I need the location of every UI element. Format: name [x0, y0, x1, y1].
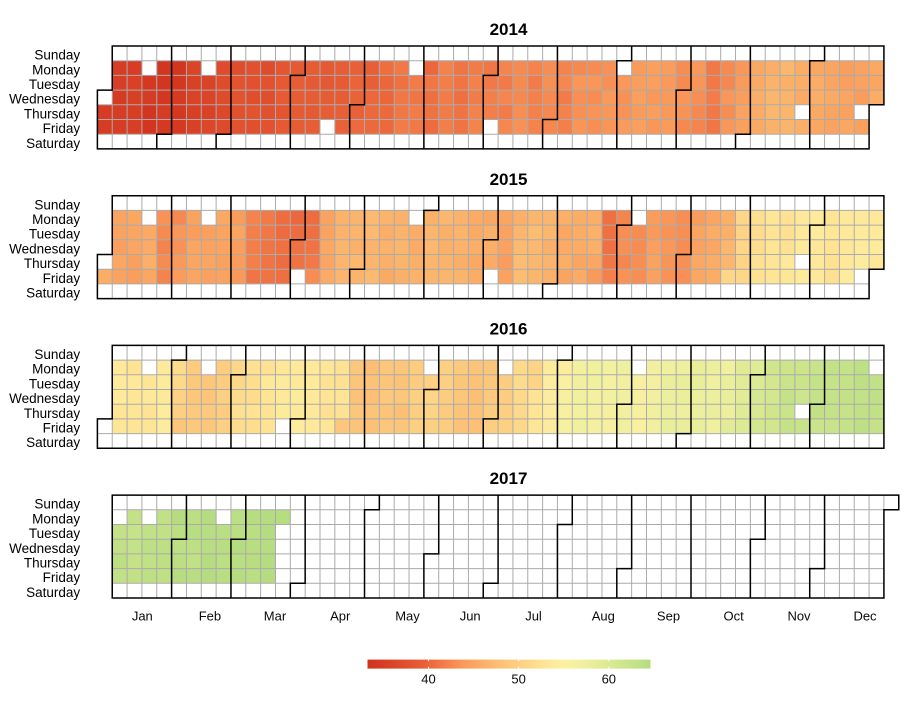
svg-text:Monday: Monday — [32, 212, 80, 227]
svg-text:Sunday: Sunday — [34, 497, 80, 512]
svg-text:Wednesday: Wednesday — [9, 541, 80, 556]
svg-text:2014: 2014 — [490, 20, 528, 39]
svg-text:Thursday: Thursday — [24, 256, 81, 271]
svg-text:60: 60 — [602, 672, 616, 687]
svg-text:Apr: Apr — [330, 609, 351, 624]
svg-text:Sep: Sep — [657, 609, 680, 624]
svg-text:Oct: Oct — [723, 609, 744, 624]
svg-text:Tuesday: Tuesday — [29, 376, 81, 391]
svg-text:Friday: Friday — [43, 121, 81, 136]
svg-text:Wednesday: Wednesday — [9, 391, 80, 406]
svg-text:Saturday: Saturday — [26, 585, 80, 600]
svg-text:Wednesday: Wednesday — [9, 92, 80, 107]
svg-text:2016: 2016 — [490, 320, 528, 339]
svg-text:Thursday: Thursday — [24, 406, 81, 421]
svg-text:Friday: Friday — [43, 570, 81, 585]
svg-text:Tuesday: Tuesday — [29, 526, 81, 541]
svg-text:Friday: Friday — [43, 420, 81, 435]
svg-text:50: 50 — [511, 672, 525, 687]
svg-text:Friday: Friday — [43, 271, 81, 286]
svg-text:Aug: Aug — [592, 609, 615, 624]
svg-text:Nov: Nov — [787, 609, 811, 624]
svg-text:May: May — [395, 609, 420, 624]
svg-text:Sunday: Sunday — [34, 197, 80, 212]
svg-text:Sunday: Sunday — [34, 347, 80, 362]
svg-text:Wednesday: Wednesday — [9, 241, 80, 256]
svg-text:Saturday: Saturday — [26, 435, 80, 450]
svg-text:Thursday: Thursday — [24, 106, 81, 121]
svg-text:Tuesday: Tuesday — [29, 227, 81, 242]
svg-text:2017: 2017 — [490, 469, 528, 488]
svg-text:Dec: Dec — [853, 609, 877, 624]
svg-text:Monday: Monday — [32, 511, 80, 526]
svg-text:Jul: Jul — [525, 609, 542, 624]
svg-text:Sunday: Sunday — [34, 48, 80, 63]
svg-text:Tuesday: Tuesday — [29, 77, 81, 92]
svg-text:Monday: Monday — [32, 62, 80, 77]
svg-text:Saturday: Saturday — [26, 285, 80, 300]
svg-text:Saturday: Saturday — [26, 136, 80, 151]
svg-text:Feb: Feb — [199, 609, 221, 624]
svg-text:2015: 2015 — [490, 170, 528, 189]
svg-text:Jan: Jan — [132, 609, 153, 624]
svg-text:Monday: Monday — [32, 362, 80, 377]
svg-text:Mar: Mar — [264, 609, 287, 624]
svg-text:Thursday: Thursday — [24, 555, 81, 570]
svg-text:Jun: Jun — [460, 609, 481, 624]
svg-text:40: 40 — [421, 672, 435, 687]
